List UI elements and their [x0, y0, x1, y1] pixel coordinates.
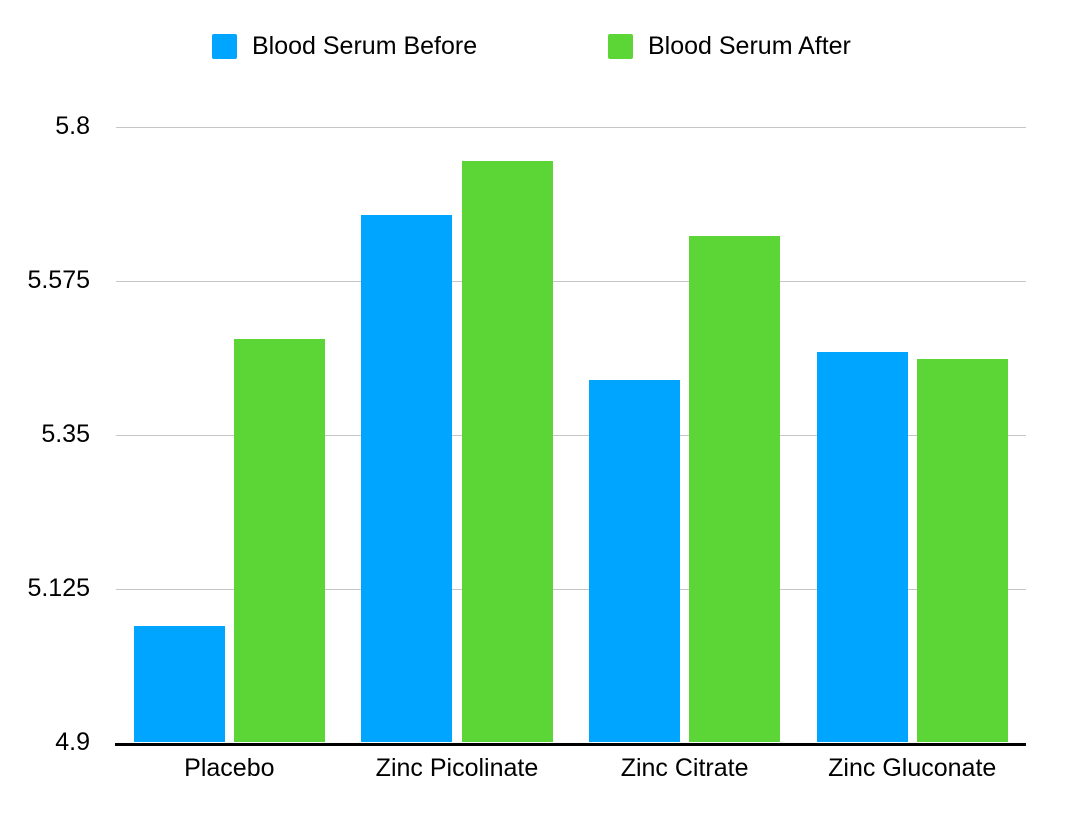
bar-after [916, 359, 1008, 743]
gridline [116, 126, 1026, 128]
legend-label-before: Blood Serum Before [252, 32, 478, 60]
gridline [116, 434, 1026, 436]
x-axis-category-label: Zinc Citrate [620, 754, 749, 782]
gridline [116, 280, 1026, 282]
y-axis-tick-label: 5.8 [55, 112, 90, 140]
y-axis-tick-label: 4.9 [55, 728, 90, 756]
legend-swatch-before-icon [212, 34, 237, 59]
y-axis-tick-label: 5.575 [27, 266, 90, 294]
bar-before [133, 626, 225, 743]
chart-legend: Blood Serum Before Blood Serum After [0, 0, 1080, 90]
legend-item-before: Blood Serum Before [212, 34, 477, 59]
bar-after [689, 236, 781, 743]
x-axis-category-label: Zinc Picolinate [375, 754, 539, 782]
bar-before [361, 215, 453, 743]
bar-before [588, 379, 680, 743]
bar-before [816, 352, 908, 743]
x-axis-line [115, 742, 1026, 746]
y-axis-tick-label: 5.125 [27, 574, 90, 602]
bar-after [234, 338, 325, 743]
legend-swatch-after-icon [608, 34, 633, 59]
y-axis-tick-label: 5.35 [41, 420, 90, 448]
x-axis-category-label: Placebo [184, 754, 275, 782]
bar-after [461, 160, 553, 743]
gridline [116, 588, 1026, 590]
x-axis-category-label: Zinc Gluconate [828, 754, 997, 782]
legend-label-after: Blood Serum After [648, 32, 851, 60]
legend-item-after: Blood Serum After [608, 34, 851, 59]
